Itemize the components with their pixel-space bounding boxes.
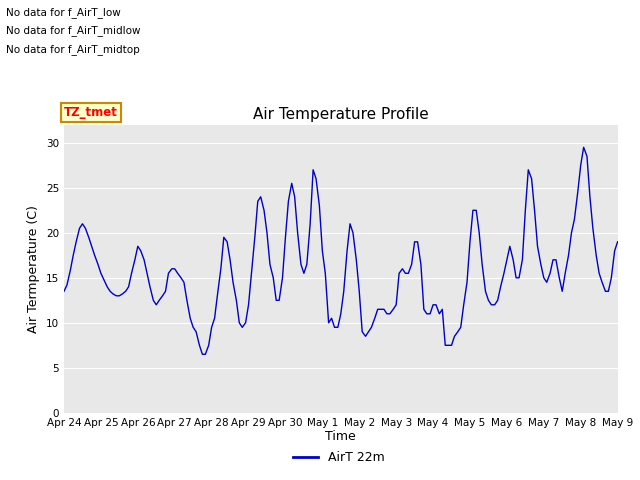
Text: No data for f_AirT_low: No data for f_AirT_low: [6, 7, 121, 18]
X-axis label: Time: Time: [325, 431, 356, 444]
Legend: AirT 22m: AirT 22m: [289, 446, 390, 469]
Y-axis label: Air Termperature (C): Air Termperature (C): [28, 205, 40, 333]
Text: TZ_tmet: TZ_tmet: [64, 106, 118, 119]
Text: No data for f_AirT_midlow: No data for f_AirT_midlow: [6, 25, 141, 36]
Text: No data for f_AirT_midtop: No data for f_AirT_midtop: [6, 44, 140, 55]
Title: Air Temperature Profile: Air Temperature Profile: [253, 107, 429, 122]
